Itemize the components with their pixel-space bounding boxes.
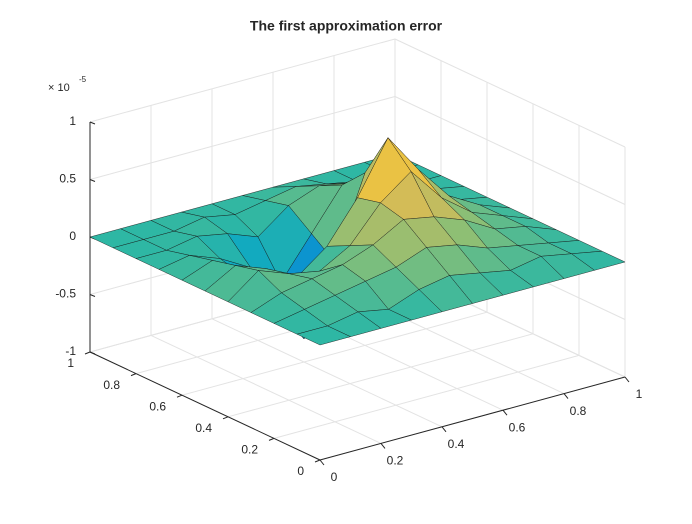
x-tick-label: 0 — [331, 470, 338, 484]
grid-line — [89, 38, 396, 123]
x-tick — [502, 409, 508, 416]
y-tick-label: 0.8 — [103, 378, 120, 392]
z-tick-label: -1 — [65, 344, 76, 358]
x-tick-label: 1 — [636, 387, 643, 401]
y-tick-label: 1 — [67, 356, 74, 370]
y-tick-label: 0.4 — [195, 421, 212, 435]
y-tick-label: 0.2 — [241, 443, 258, 457]
grid-line — [211, 318, 443, 428]
z-tick — [89, 121, 96, 125]
x-tick — [319, 459, 325, 466]
grid-line — [181, 311, 488, 396]
z-tick — [89, 351, 96, 355]
z-exponent-base: × 10 — [48, 82, 70, 94]
grid-line — [150, 334, 382, 444]
x-axis — [319, 376, 626, 461]
z-tick-label: 0 — [69, 229, 76, 243]
x-tick — [563, 393, 569, 399]
y-tick — [130, 373, 137, 377]
x-tick-label: 0.8 — [570, 404, 587, 418]
y-tick-label: 0 — [297, 464, 304, 478]
z-tick — [89, 294, 96, 297]
y-tick-label: 0.6 — [149, 399, 166, 413]
z-tick-label: 0.5 — [59, 172, 76, 186]
y-tick — [314, 459, 321, 463]
x-tick — [380, 443, 386, 449]
z-tick-label: 1 — [69, 114, 76, 128]
surface-patch — [296, 325, 352, 346]
x-tick-label: 0.6 — [509, 420, 526, 434]
x-tick — [441, 426, 447, 433]
x-tick-label: 0.4 — [448, 437, 465, 451]
y-tick — [176, 394, 183, 398]
x-tick-label: 0.2 — [387, 454, 404, 468]
grid-line — [227, 333, 534, 418]
y-tick — [268, 437, 275, 441]
grid-line — [89, 96, 396, 180]
grid-line — [273, 354, 580, 439]
y-axis — [89, 351, 321, 461]
grid-line — [394, 96, 626, 205]
y-tick — [222, 416, 229, 420]
y-tick — [84, 351, 91, 355]
z-tick — [89, 179, 96, 182]
x-tick — [624, 376, 630, 383]
z-exponent-power: -5 — [79, 75, 87, 84]
chart-title: The first approximation error — [250, 18, 443, 34]
grid-line — [394, 38, 626, 148]
z-tick-label: -0.5 — [55, 287, 76, 301]
